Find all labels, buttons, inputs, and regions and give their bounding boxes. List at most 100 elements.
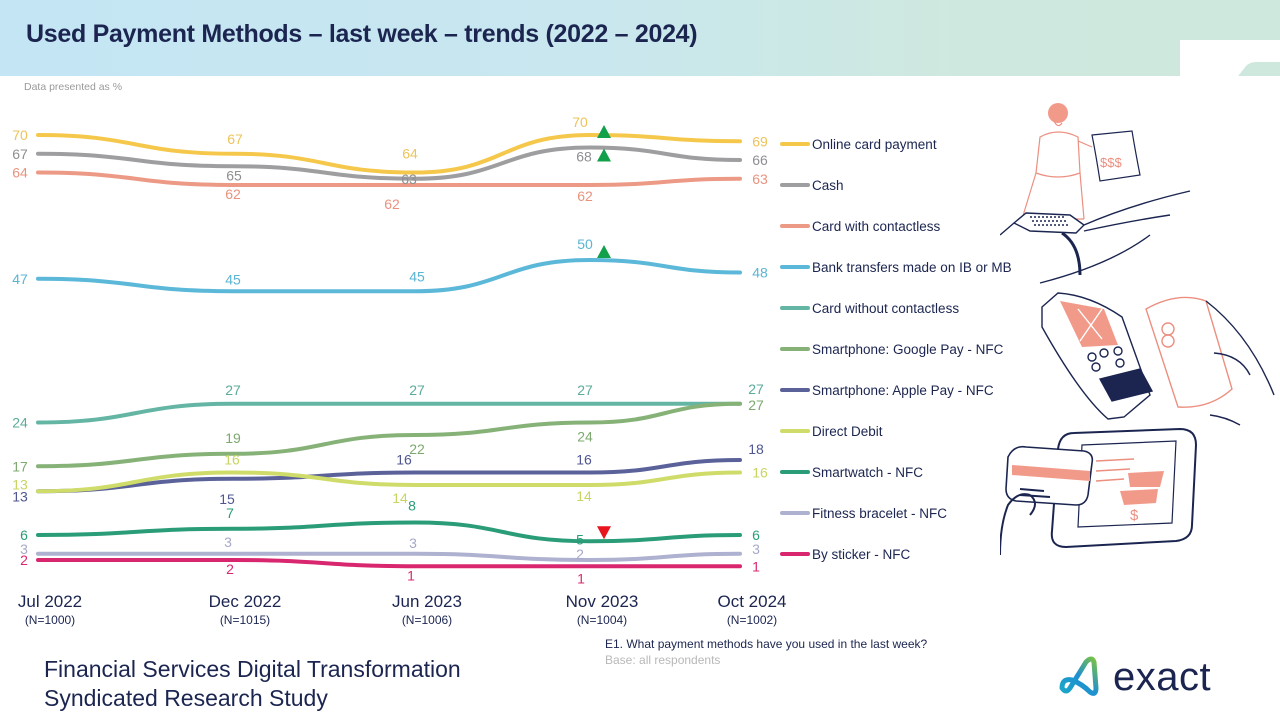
data-label: 13: [12, 488, 28, 504]
legend-label: By sticker - NFC: [812, 547, 911, 562]
x-tick-label: Jul 2022: [18, 592, 82, 611]
sample-size-label: (N=1015): [220, 613, 270, 627]
data-label: 62: [384, 196, 400, 212]
payment-illustration: $$$ $: [1000, 103, 1275, 556]
significant-increase-icon: [597, 125, 611, 138]
data-label: 27: [577, 382, 593, 398]
data-label: 16: [576, 452, 592, 468]
data-label: 18: [748, 441, 764, 457]
svg-text:$$$: $$$: [1100, 155, 1122, 170]
data-label: 27: [748, 397, 764, 413]
data-label: 22: [409, 441, 425, 457]
legend-label: Online card payment: [812, 137, 937, 152]
data-label: 47: [12, 271, 28, 287]
data-label: 69: [752, 133, 768, 149]
survey-question: E1. What payment methods have you used i…: [605, 637, 928, 651]
legend-label: Smartphone: Google Pay - NFC: [812, 342, 1004, 357]
series-line-bank-transfers-made-on-ib-or-mb: [36, 257, 742, 294]
data-label: 3: [409, 535, 417, 551]
data-label: 63: [752, 171, 768, 187]
tablet-card-illustration: $: [1000, 427, 1198, 556]
exact-logo-mark: [1059, 656, 1099, 696]
significant-increase-icon: [597, 245, 611, 258]
data-label: 67: [227, 131, 243, 147]
legend-label: Smartwatch - NFC: [812, 465, 923, 480]
legend-label: Card with contactless: [812, 219, 941, 234]
survey-base: Base: all respondents: [605, 653, 721, 667]
data-label: 1: [407, 567, 415, 583]
data-label: 13: [12, 476, 28, 492]
series-line-fitness-bracelet-nfc: [36, 551, 742, 563]
legend-label: Card without contactless: [812, 301, 959, 316]
data-label: 27: [748, 381, 764, 397]
smartwatch-illustration: [1000, 190, 1191, 284]
x-tick-label: Oct 2024: [718, 592, 787, 611]
data-label: 1: [577, 570, 585, 586]
series-line-online-card-payment: [36, 132, 742, 175]
header-notch: [1180, 40, 1280, 96]
sample-size-label: (N=1000): [25, 613, 75, 627]
series-line-card-with-contactless: [36, 170, 742, 188]
data-label: 63: [401, 171, 417, 187]
study-title-line2: Syndicated Research Study: [44, 685, 328, 711]
series-line-card-without-contactless: [36, 401, 742, 425]
data-label: 16: [396, 452, 412, 468]
data-label: 6: [20, 527, 28, 543]
data-label: 7: [226, 505, 234, 521]
data-label: 67: [12, 146, 28, 162]
data-label: 3: [20, 541, 28, 557]
sample-size-label: (N=1002): [727, 613, 777, 627]
data-label: 70: [572, 114, 588, 130]
header-band: [0, 0, 1280, 76]
exact-logo-text: exact: [1113, 655, 1212, 699]
data-label: 16: [224, 452, 240, 468]
data-label: 70: [12, 127, 28, 143]
x-tick-label: Nov 2023: [566, 592, 639, 611]
series-line-smartwatch-nfc: [36, 520, 742, 544]
data-label: 2: [20, 552, 28, 568]
sample-size-label: (N=1004): [577, 613, 627, 627]
significant-increase-icon: [597, 148, 611, 162]
data-label: 45: [409, 268, 425, 284]
legend-label: Smartphone: Apple Pay - NFC: [812, 383, 994, 398]
data-label: 62: [225, 186, 241, 202]
data-label: 19: [225, 430, 241, 446]
data-label: 64: [12, 165, 28, 181]
data-label: 14: [392, 490, 408, 506]
person-illustration: [1021, 103, 1093, 220]
series-line-cash: [36, 145, 742, 181]
data-note: Data presented as %: [24, 81, 123, 93]
data-label: 45: [225, 271, 241, 287]
receipt-illustration: $$$: [1091, 130, 1141, 182]
data-label: 5: [576, 531, 584, 547]
legend-label: Bank transfers made on IB or MB: [812, 260, 1012, 275]
x-tick-label: Dec 2022: [209, 592, 282, 611]
data-label: 3: [752, 541, 760, 557]
data-label: 66: [752, 152, 768, 168]
data-label: 17: [12, 458, 28, 474]
data-label: 15: [219, 491, 235, 507]
svg-text:$: $: [1130, 507, 1139, 524]
data-label: 48: [752, 265, 768, 281]
data-label: 3: [224, 534, 232, 550]
data-label: 2: [576, 546, 584, 562]
data-label: 50: [577, 236, 593, 252]
data-label: 6: [752, 527, 760, 543]
series-line-smartphone-google-pay-nfc: [36, 401, 742, 469]
legend-label: Direct Debit: [812, 424, 883, 439]
data-label: 24: [12, 415, 28, 431]
x-tick-label: Jun 2023: [392, 592, 462, 611]
data-label: 24: [577, 429, 593, 445]
significant-decrease-icon: [597, 526, 611, 540]
study-title: Financial Services Digital Transformatio…: [44, 655, 461, 713]
series-line-by-sticker-nfc: [36, 557, 742, 569]
page-title: Used Payment Methods – last week – trend…: [26, 20, 698, 48]
data-label: 14: [576, 488, 592, 504]
data-label: 16: [752, 465, 768, 481]
data-label: 8: [408, 498, 416, 514]
legend-label: Cash: [812, 178, 844, 193]
data-label: 64: [402, 146, 418, 162]
series-line-direct-debit: [36, 470, 742, 494]
study-title-line1: Financial Services Digital Transformatio…: [44, 656, 461, 682]
data-label: 2: [226, 561, 234, 577]
